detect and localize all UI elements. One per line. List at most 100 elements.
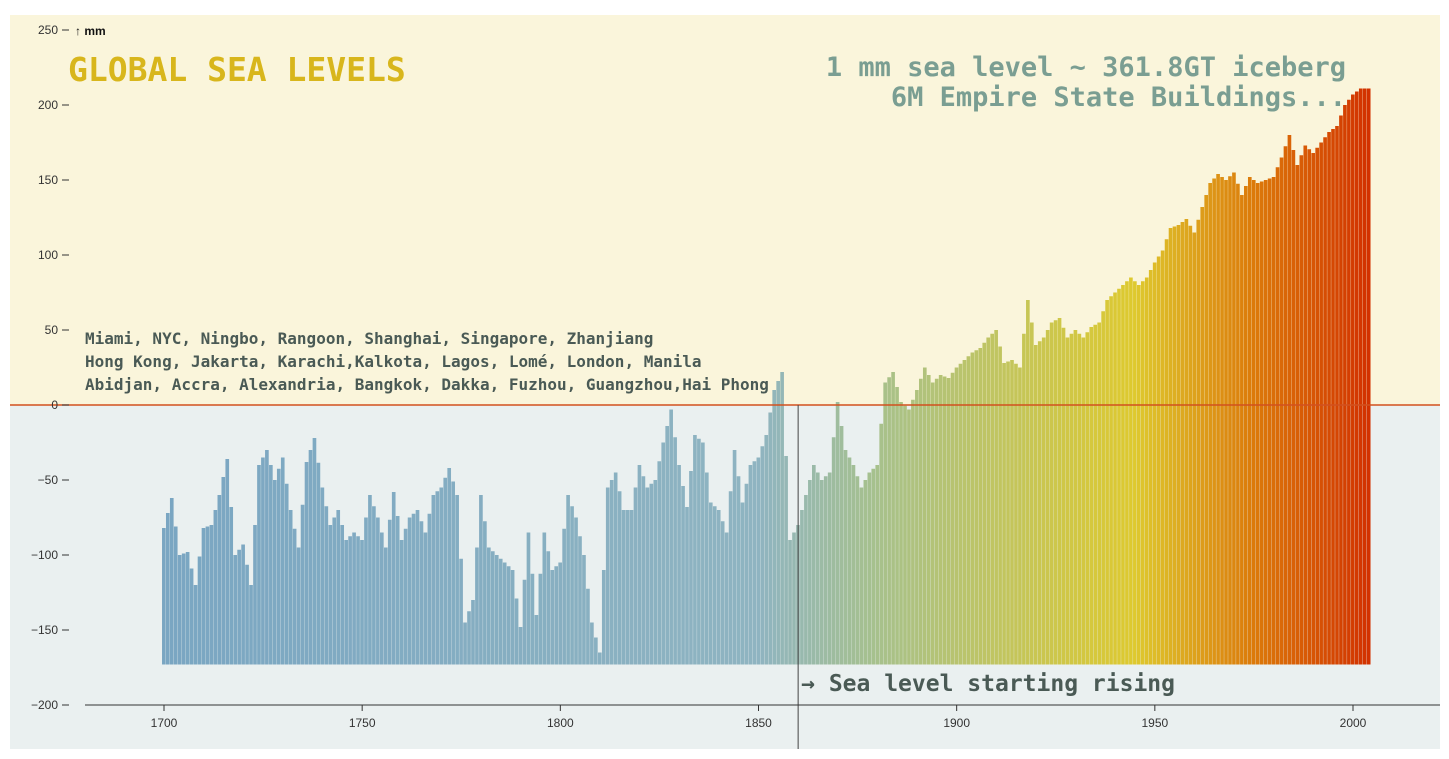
bar bbox=[237, 549, 241, 665]
bar bbox=[653, 480, 658, 665]
bar bbox=[534, 615, 539, 665]
bar bbox=[475, 547, 479, 665]
bar bbox=[942, 376, 947, 665]
bar bbox=[415, 510, 420, 665]
bar bbox=[296, 547, 301, 665]
bar bbox=[1220, 177, 1224, 665]
bar bbox=[455, 495, 459, 665]
bar bbox=[304, 462, 309, 665]
bar bbox=[566, 495, 570, 665]
bar bbox=[506, 566, 511, 665]
bar bbox=[217, 495, 222, 665]
bar bbox=[812, 465, 816, 665]
bar bbox=[764, 435, 769, 665]
bar bbox=[1033, 345, 1038, 665]
bar bbox=[518, 627, 523, 665]
bar bbox=[288, 510, 293, 665]
cities-line-1: Miami, NYC, Ningbo, Rangoon, Shanghai, S… bbox=[85, 329, 653, 348]
bar bbox=[483, 521, 487, 665]
bar bbox=[1061, 327, 1066, 665]
bar bbox=[284, 483, 289, 665]
bar bbox=[665, 426, 670, 665]
bar bbox=[919, 378, 923, 665]
bar bbox=[407, 517, 412, 665]
bar bbox=[704, 472, 709, 665]
bar bbox=[744, 483, 749, 665]
bar bbox=[1331, 129, 1335, 665]
y-tick-label: −50 bbox=[38, 473, 59, 487]
cities-line-2: Hong Kong, Jakarta, Karachi,Kalkota, Lag… bbox=[85, 352, 702, 371]
bar bbox=[922, 367, 927, 665]
bar bbox=[391, 492, 396, 665]
bar bbox=[998, 346, 1002, 665]
bar bbox=[903, 405, 907, 665]
y-tick-label: −200 bbox=[31, 698, 58, 712]
bar bbox=[1267, 178, 1272, 665]
bar bbox=[546, 551, 551, 665]
bar bbox=[439, 487, 444, 665]
bar bbox=[1196, 219, 1201, 665]
bar bbox=[800, 510, 804, 665]
bar bbox=[815, 472, 820, 665]
bar bbox=[1287, 135, 1292, 665]
bar bbox=[558, 562, 562, 665]
bar bbox=[629, 510, 634, 665]
bar bbox=[1117, 288, 1121, 665]
y-tick-label: 250 bbox=[38, 23, 58, 37]
bar bbox=[1275, 167, 1280, 665]
bar bbox=[879, 423, 884, 665]
bar bbox=[1026, 300, 1030, 665]
bar bbox=[403, 528, 408, 665]
bar bbox=[320, 487, 325, 665]
bar bbox=[788, 540, 792, 665]
bar bbox=[625, 510, 630, 665]
bar bbox=[1089, 327, 1094, 665]
bar bbox=[1299, 155, 1304, 665]
bar bbox=[1045, 330, 1050, 665]
bar bbox=[1271, 177, 1276, 665]
bar bbox=[847, 457, 852, 665]
cities-line-3: Abidjan, Accra, Alexandria, Bangkok, Dak… bbox=[85, 375, 769, 394]
bar bbox=[411, 513, 416, 665]
bar bbox=[487, 547, 491, 665]
x-tick-label: 2000 bbox=[1340, 716, 1367, 730]
bar bbox=[681, 486, 685, 665]
bar bbox=[292, 528, 297, 665]
bar bbox=[451, 481, 455, 665]
bar bbox=[1081, 337, 1086, 665]
bar bbox=[1125, 281, 1129, 665]
bar bbox=[1133, 281, 1137, 665]
bar bbox=[1255, 183, 1260, 665]
bar bbox=[728, 491, 733, 665]
bar bbox=[1339, 115, 1343, 665]
bar bbox=[1247, 177, 1252, 665]
x-tick-label: 1700 bbox=[151, 716, 178, 730]
bar bbox=[911, 399, 915, 665]
bar bbox=[225, 459, 230, 665]
bar bbox=[859, 487, 864, 665]
bar bbox=[348, 536, 352, 665]
bar bbox=[530, 573, 535, 665]
bar bbox=[1109, 296, 1113, 665]
bar bbox=[181, 553, 186, 665]
bar bbox=[498, 558, 503, 665]
bar bbox=[590, 622, 594, 665]
bar bbox=[1200, 207, 1205, 665]
bars-group bbox=[162, 88, 1371, 665]
bar bbox=[479, 495, 483, 665]
x-tick-label: 1850 bbox=[745, 716, 772, 730]
bar bbox=[732, 450, 737, 665]
bar bbox=[1295, 165, 1300, 665]
bar bbox=[1105, 300, 1109, 665]
bar bbox=[221, 477, 226, 665]
bar bbox=[693, 435, 697, 665]
bar bbox=[1216, 174, 1220, 665]
bar bbox=[792, 532, 796, 665]
y-axis: −200 −150 −100 −50 0 50 100 150 200 250 bbox=[31, 23, 69, 712]
bar bbox=[387, 519, 392, 665]
bar bbox=[1279, 157, 1284, 665]
bar bbox=[637, 465, 642, 665]
bar bbox=[245, 564, 249, 665]
bar bbox=[649, 483, 654, 665]
